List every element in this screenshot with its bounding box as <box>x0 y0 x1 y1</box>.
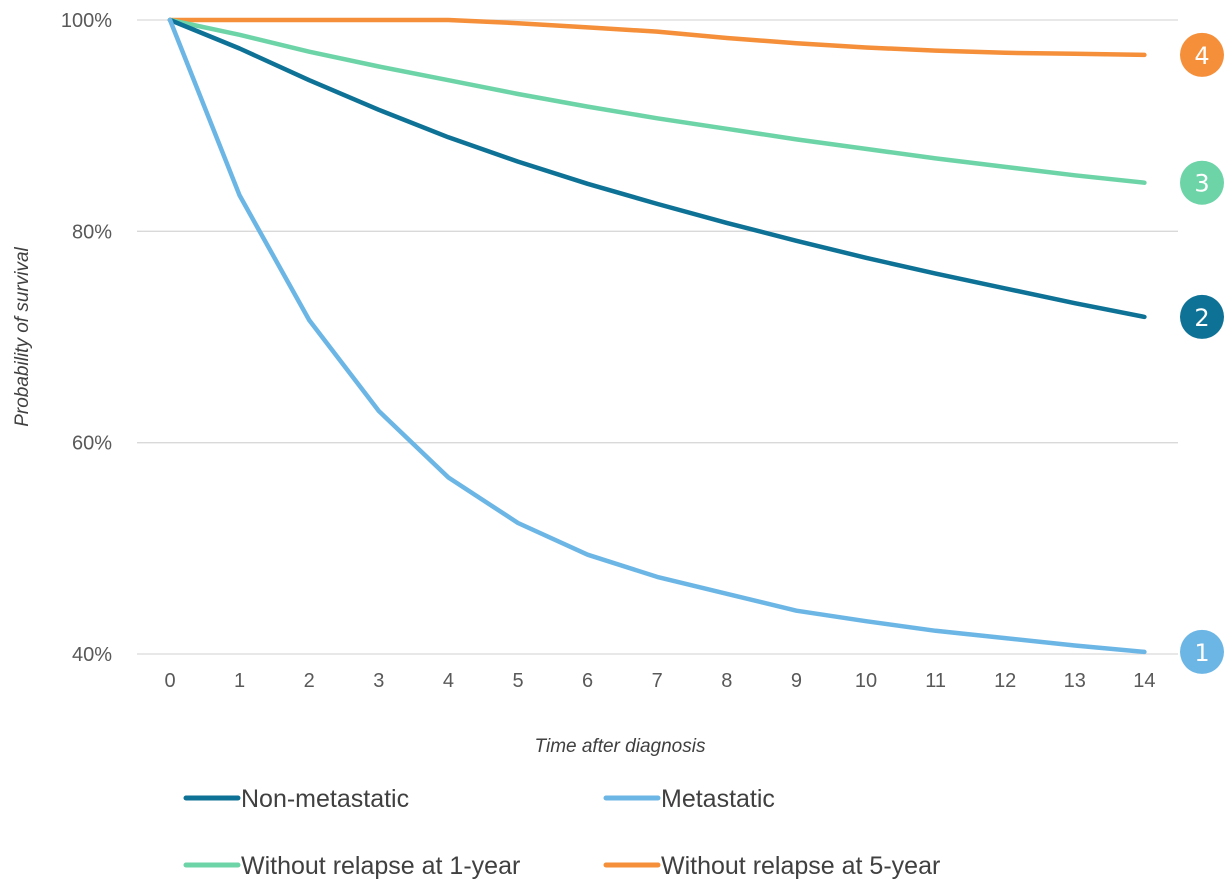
x-axis-ticks: 0 1 2 3 4 5 6 7 8 9 10 11 12 13 14 <box>164 670 1155 692</box>
series-badge: 4 <box>1180 32 1224 77</box>
x-tick-label: 0 <box>164 670 175 692</box>
x-tick-label: 12 <box>994 670 1016 692</box>
legend-label: Metastatic <box>661 785 775 813</box>
series-lines <box>167 17 1147 655</box>
legend-item: Without relapse at 1-year <box>183 852 520 880</box>
series-badge: 1 <box>1180 629 1224 674</box>
legend-item: Non-metastatic <box>183 785 409 813</box>
legend: Non-metastatic Metastatic Without relapse … <box>183 785 940 880</box>
x-tick-label: 11 <box>925 670 946 692</box>
x-tick-label: 8 <box>721 670 732 692</box>
x-tick-label: 14 <box>1133 670 1155 692</box>
y-tick-label: 100% <box>61 10 112 32</box>
legend-label: Non-metastatic <box>241 785 409 813</box>
badge-number: 4 <box>1194 42 1209 70</box>
badge-circle <box>1180 294 1224 339</box>
x-tick-label: 9 <box>791 670 802 692</box>
y-axis-title: Probability of survival <box>12 246 33 426</box>
legend-label: Without relapse at 5-year <box>661 852 940 880</box>
x-tick-label: 13 <box>1064 670 1086 692</box>
badge-number: 1 <box>1194 639 1209 667</box>
series-line <box>167 17 1147 185</box>
series-badge: 3 <box>1180 160 1224 205</box>
x-tick-label: 3 <box>373 670 384 692</box>
y-tick-label: 40% <box>72 644 112 666</box>
y-axis-ticks: 40% 60% 80% 100% <box>61 10 112 666</box>
legend-item: Metastatic <box>603 785 775 813</box>
y-tick-label: 60% <box>72 433 112 455</box>
series-line <box>167 17 1147 320</box>
series-badges: 2 1 3 4 <box>1180 32 1224 674</box>
x-tick-label: 4 <box>443 670 454 692</box>
x-tick-label: 1 <box>234 670 245 692</box>
badge-number: 3 <box>1194 170 1209 198</box>
y-tick-label: 80% <box>72 221 112 243</box>
x-tick-label: 2 <box>304 670 315 692</box>
badge-circle <box>1180 32 1224 77</box>
x-axis-title: Time after diagnosis <box>535 736 706 757</box>
badge-circle <box>1180 160 1224 205</box>
x-tick-label: 5 <box>512 670 523 692</box>
badge-number: 2 <box>1194 304 1209 332</box>
badge-circle <box>1180 629 1224 674</box>
legend-label: Without relapse at 1-year <box>241 852 520 880</box>
series-badge: 2 <box>1180 294 1224 339</box>
grid-lines <box>137 19 1178 655</box>
x-tick-label: 6 <box>582 670 593 692</box>
series-line <box>167 17 1147 58</box>
x-tick-label: 7 <box>652 670 663 692</box>
legend-item: Without relapse at 5-year <box>603 852 940 880</box>
x-tick-label: 10 <box>855 670 877 692</box>
series-line <box>167 17 1147 655</box>
